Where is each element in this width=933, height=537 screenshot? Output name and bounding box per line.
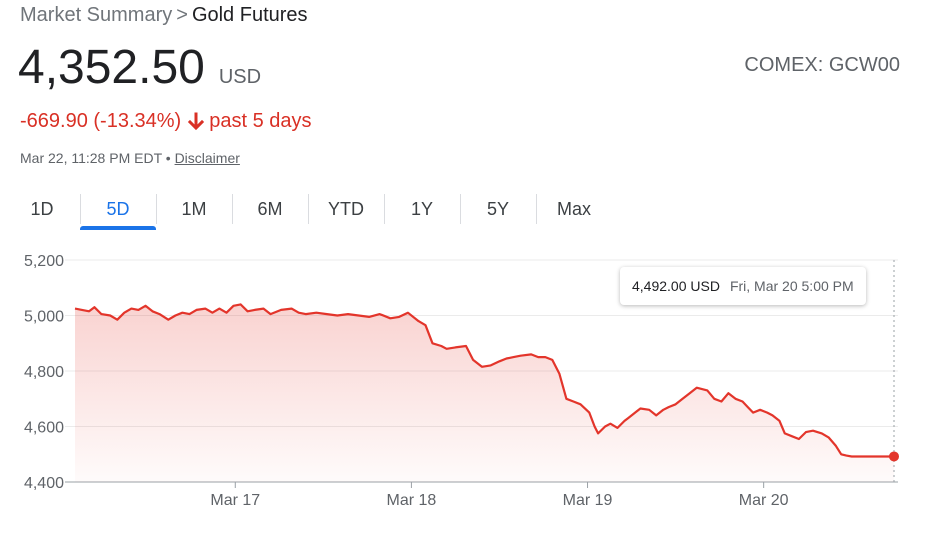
tab-6m[interactable]: 6M: [232, 190, 308, 228]
breadcrumb: Market Summary > Gold Futures: [20, 4, 308, 27]
ticker-symbol: COMEX: GCW00: [744, 54, 900, 76]
price-change: -669.90 (-13.34%) past 5 days: [20, 110, 312, 133]
tooltip-value: 4,492.00 USD: [632, 278, 720, 294]
y-tick-label: 5,000: [24, 309, 64, 326]
chart-tooltip: 4,492.00 USD Fri, Mar 20 5:00 PM: [620, 267, 866, 305]
tab-1m[interactable]: 1M: [156, 190, 232, 228]
tab-1y[interactable]: 1Y: [384, 190, 460, 228]
hover-marker: [889, 451, 899, 462]
quote-timestamp: Mar 22, 11:28 PM EDT • Disclaimer: [20, 150, 240, 166]
y-tick-label: 5,200: [24, 253, 64, 270]
x-tick-label: Mar 17: [210, 492, 260, 509]
y-tick-label: 4,800: [24, 364, 64, 381]
price-line: [74, 303, 894, 458]
arrow-down-icon: [188, 112, 205, 130]
current-price: 4,352.50: [18, 41, 205, 94]
timestamp-text: Mar 22, 11:28 PM EDT •: [20, 150, 171, 166]
x-tick-label: Mar 19: [563, 492, 613, 509]
x-tick-label: Mar 18: [387, 492, 437, 509]
y-tick-label: 4,600: [24, 420, 64, 437]
change-period: past 5 days: [209, 110, 312, 132]
tooltip-date: Fri, Mar 20 5:00 PM: [729, 278, 854, 294]
price-row: 4,352.50 USD: [18, 44, 261, 92]
tab-5d[interactable]: 5D: [80, 190, 156, 230]
breadcrumb-separator: >: [176, 4, 188, 26]
range-tabs: 1D 5D 1M 6M YTD 1Y 5Y Max: [4, 190, 612, 230]
tab-ytd[interactable]: YTD: [308, 190, 384, 228]
tab-max[interactable]: Max: [536, 190, 612, 228]
price-chart[interactable]: 4,400 4,600 4,800 5,000 5,200 Mar 17 Mar 18 Mar…: [0, 240, 933, 510]
price-area: [75, 304, 894, 482]
change-value: -669.90 (-13.34%): [20, 110, 182, 132]
tab-1d[interactable]: 1D: [30, 198, 54, 219]
currency-label: USD: [218, 66, 262, 88]
x-tick-label: Mar 20: [739, 492, 789, 509]
breadcrumb-current: Gold Futures: [191, 4, 308, 26]
y-tick-label: 4,400: [24, 475, 64, 492]
disclaimer-link[interactable]: Disclaimer: [174, 150, 240, 166]
breadcrumb-root[interactable]: Market Summary: [20, 4, 173, 26]
tab-5y[interactable]: 5Y: [460, 190, 536, 228]
